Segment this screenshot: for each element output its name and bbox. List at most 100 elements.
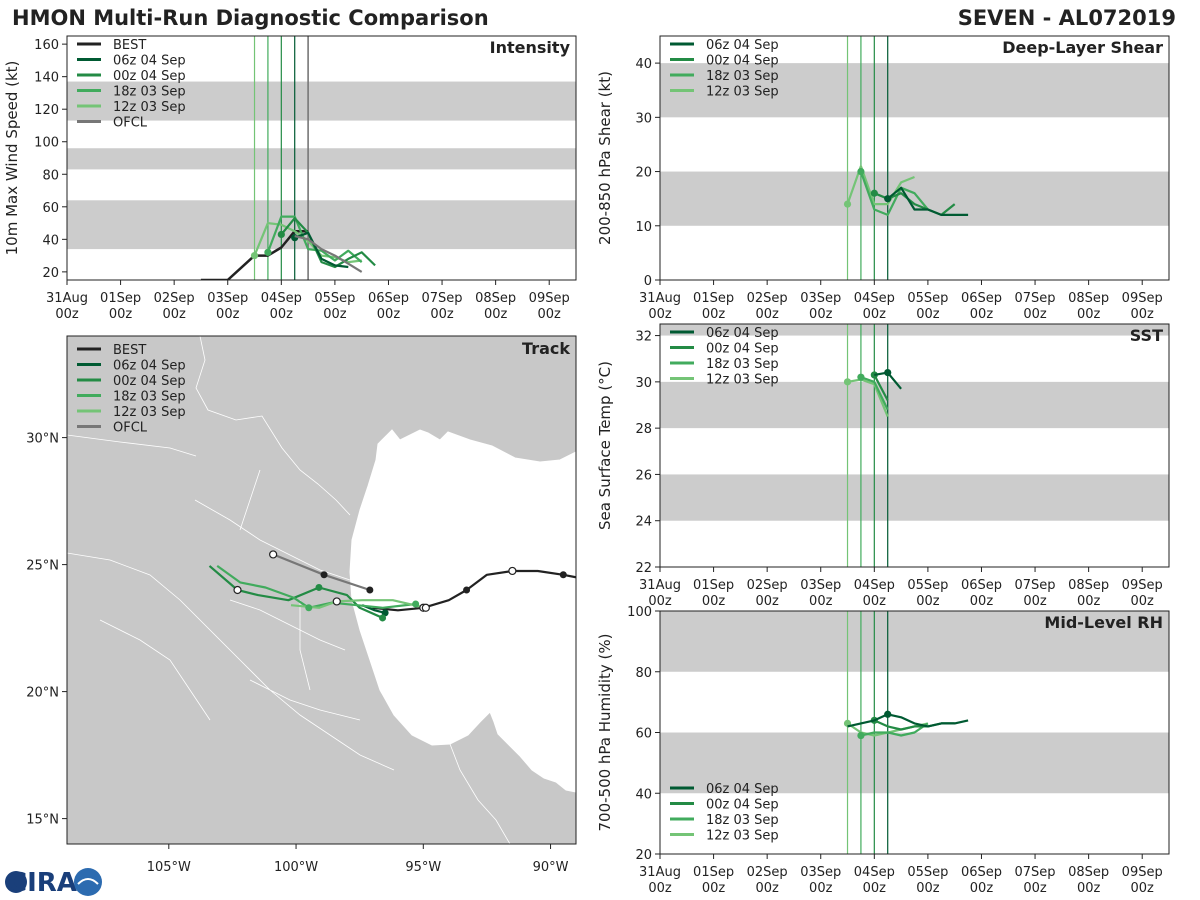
shear-ytick-label: 40 bbox=[635, 57, 652, 72]
intensity-ylabel: 10m Max Wind Speed (kt) bbox=[3, 61, 21, 256]
sst-init-point bbox=[884, 369, 892, 377]
track-xtick-label: 100°W bbox=[274, 860, 318, 875]
shear-xtick-hour: 00z bbox=[1131, 307, 1155, 322]
rh-legend-label: 06z 04 Sep bbox=[706, 782, 779, 797]
sst-ytick-label: 32 bbox=[635, 330, 652, 345]
rh-init-point bbox=[857, 731, 865, 740]
rh-ytick-label: 40 bbox=[635, 787, 652, 802]
sst-legend-label: 12z 03 Sep bbox=[706, 373, 779, 388]
rh-legend-label: 00z 04 Sep bbox=[706, 798, 779, 813]
intensity-band bbox=[67, 148, 576, 170]
rh-xtick-day: 08Sep bbox=[1068, 865, 1109, 880]
intensity-legend-label: OFCL bbox=[113, 116, 148, 131]
intensity-ytick-label: 100 bbox=[34, 136, 59, 151]
intensity-xtick-day: 02Sep bbox=[154, 291, 195, 306]
sst-xtick-day: 08Sep bbox=[1068, 578, 1109, 593]
shear-xtick-hour: 00z bbox=[1077, 307, 1101, 322]
sst-frame bbox=[659, 323, 1170, 568]
intensity-panel: 2040608010012014016031Aug00z01Sep00z02Se… bbox=[3, 35, 577, 322]
page-title: HMON Multi-Run Diagnostic Comparison bbox=[12, 6, 489, 30]
intensity-xtick-day: 03Sep bbox=[207, 291, 248, 306]
intensity-xtick-day: 07Sep bbox=[422, 291, 463, 306]
track-xtick-label: 95°W bbox=[405, 860, 441, 875]
intensity-xtick-day: 31Aug bbox=[46, 291, 88, 306]
track-legend-label: 12z 03 Sep bbox=[113, 405, 186, 420]
sst-ytick-label: 24 bbox=[635, 515, 652, 530]
track-frame bbox=[66, 335, 577, 845]
track-xtick-label: 105°W bbox=[147, 860, 191, 875]
rh-init-point bbox=[884, 710, 892, 718]
shear-xtick-day: 04Sep bbox=[854, 291, 895, 306]
sst-band bbox=[660, 324, 1169, 336]
shear-xtick-day: 06Sep bbox=[961, 291, 1002, 306]
logo-seal-icon bbox=[74, 868, 102, 896]
sst-xtick-hour: 00z bbox=[809, 594, 833, 609]
shear-series-r18z03 bbox=[859, 171, 929, 216]
track-point-ofcl bbox=[269, 550, 278, 559]
intensity-ytick-label: 160 bbox=[34, 38, 59, 53]
track-ytick-label: 15°N bbox=[26, 813, 59, 828]
track-point-best bbox=[463, 586, 471, 594]
track-line-best bbox=[372, 569, 576, 612]
track-point-r18z03 bbox=[305, 604, 313, 612]
track-legend-label: 00z 04 Sep bbox=[113, 374, 186, 389]
sst-xtick-day: 02Sep bbox=[747, 578, 788, 593]
track-legend-label: BEST bbox=[113, 343, 146, 358]
shear-xtick-day: 02Sep bbox=[747, 291, 788, 306]
track-legend-label: 18z 03 Sep bbox=[113, 390, 186, 405]
intensity-series-ofcl bbox=[294, 235, 363, 273]
shear-frame bbox=[659, 35, 1170, 281]
sst-xtick-day: 06Sep bbox=[961, 578, 1002, 593]
sst-series-r00z04 bbox=[873, 374, 889, 401]
rh-xtick-hour: 00z bbox=[648, 881, 672, 896]
shear-band bbox=[660, 63, 1169, 118]
intensity-legend-label: 00z 04 Sep bbox=[113, 69, 186, 84]
sst-series-r12z03 bbox=[847, 378, 889, 418]
intensity-band bbox=[67, 81, 576, 121]
sst-xtick-day: 01Sep bbox=[693, 578, 734, 593]
track-point-r00z04 bbox=[233, 585, 242, 595]
sst-title: SST bbox=[1130, 326, 1163, 345]
rh-xtick-day: 03Sep bbox=[800, 865, 841, 880]
shear-xtick-day: 08Sep bbox=[1068, 291, 1109, 306]
intensity-xtick-hour: 00z bbox=[484, 307, 508, 322]
logo-globe-icon bbox=[5, 871, 27, 893]
intensity-ytick-label: 20 bbox=[42, 266, 59, 281]
sst-legend-label: 00z 04 Sep bbox=[706, 342, 779, 357]
rh-xtick-day: 01Sep bbox=[693, 865, 734, 880]
sst-init-point bbox=[857, 373, 865, 381]
intensity-ytick-label: 120 bbox=[34, 103, 59, 118]
rh-xtick-hour: 00z bbox=[970, 881, 994, 896]
shear-init-point bbox=[857, 167, 865, 176]
rh-series-r18z03 bbox=[860, 722, 929, 737]
shear-ylabel: 200-850 hPa Shear (kt) bbox=[596, 71, 614, 245]
track-ytick-label: 20°N bbox=[26, 686, 59, 701]
intensity-xtick-hour: 00z bbox=[109, 307, 133, 322]
sst-legend-label: 18z 03 Sep bbox=[706, 357, 779, 372]
intensity-legend-label: 06z 04 Sep bbox=[113, 54, 186, 69]
rh-xtick-hour: 00z bbox=[1023, 881, 1047, 896]
intensity-xtick-day: 09Sep bbox=[529, 291, 570, 306]
sst-xtick-day: 07Sep bbox=[1015, 578, 1056, 593]
track-legend-label: 06z 04 Sep bbox=[113, 359, 186, 374]
sst-ytick-label: 28 bbox=[635, 422, 652, 437]
shear-xtick-day: 03Sep bbox=[800, 291, 841, 306]
intensity-xtick-hour: 00z bbox=[270, 307, 294, 322]
intensity-xtick-day: 01Sep bbox=[100, 291, 141, 306]
shear-xtick-day: 31Aug bbox=[639, 291, 681, 306]
shear-xtick-hour: 00z bbox=[1023, 307, 1047, 322]
sst-xtick-day: 04Sep bbox=[854, 578, 895, 593]
shear-xtick-hour: 00z bbox=[970, 307, 994, 322]
intensity-series-r06z04 bbox=[294, 231, 349, 269]
shear-ytick-label: 20 bbox=[635, 166, 652, 181]
sst-init-point bbox=[843, 378, 852, 386]
intensity-legend-label: BEST bbox=[113, 38, 146, 53]
track-ytick-label: 30°N bbox=[26, 432, 59, 447]
sst-xtick-day: 31Aug bbox=[639, 578, 681, 593]
intensity-ytick-label: 140 bbox=[34, 71, 59, 86]
intensity-xtick-hour: 00z bbox=[162, 307, 186, 322]
intensity-ytick-label: 60 bbox=[42, 201, 59, 216]
track-point-ofcl bbox=[366, 586, 374, 594]
rh-series-r06z04 bbox=[847, 713, 969, 728]
